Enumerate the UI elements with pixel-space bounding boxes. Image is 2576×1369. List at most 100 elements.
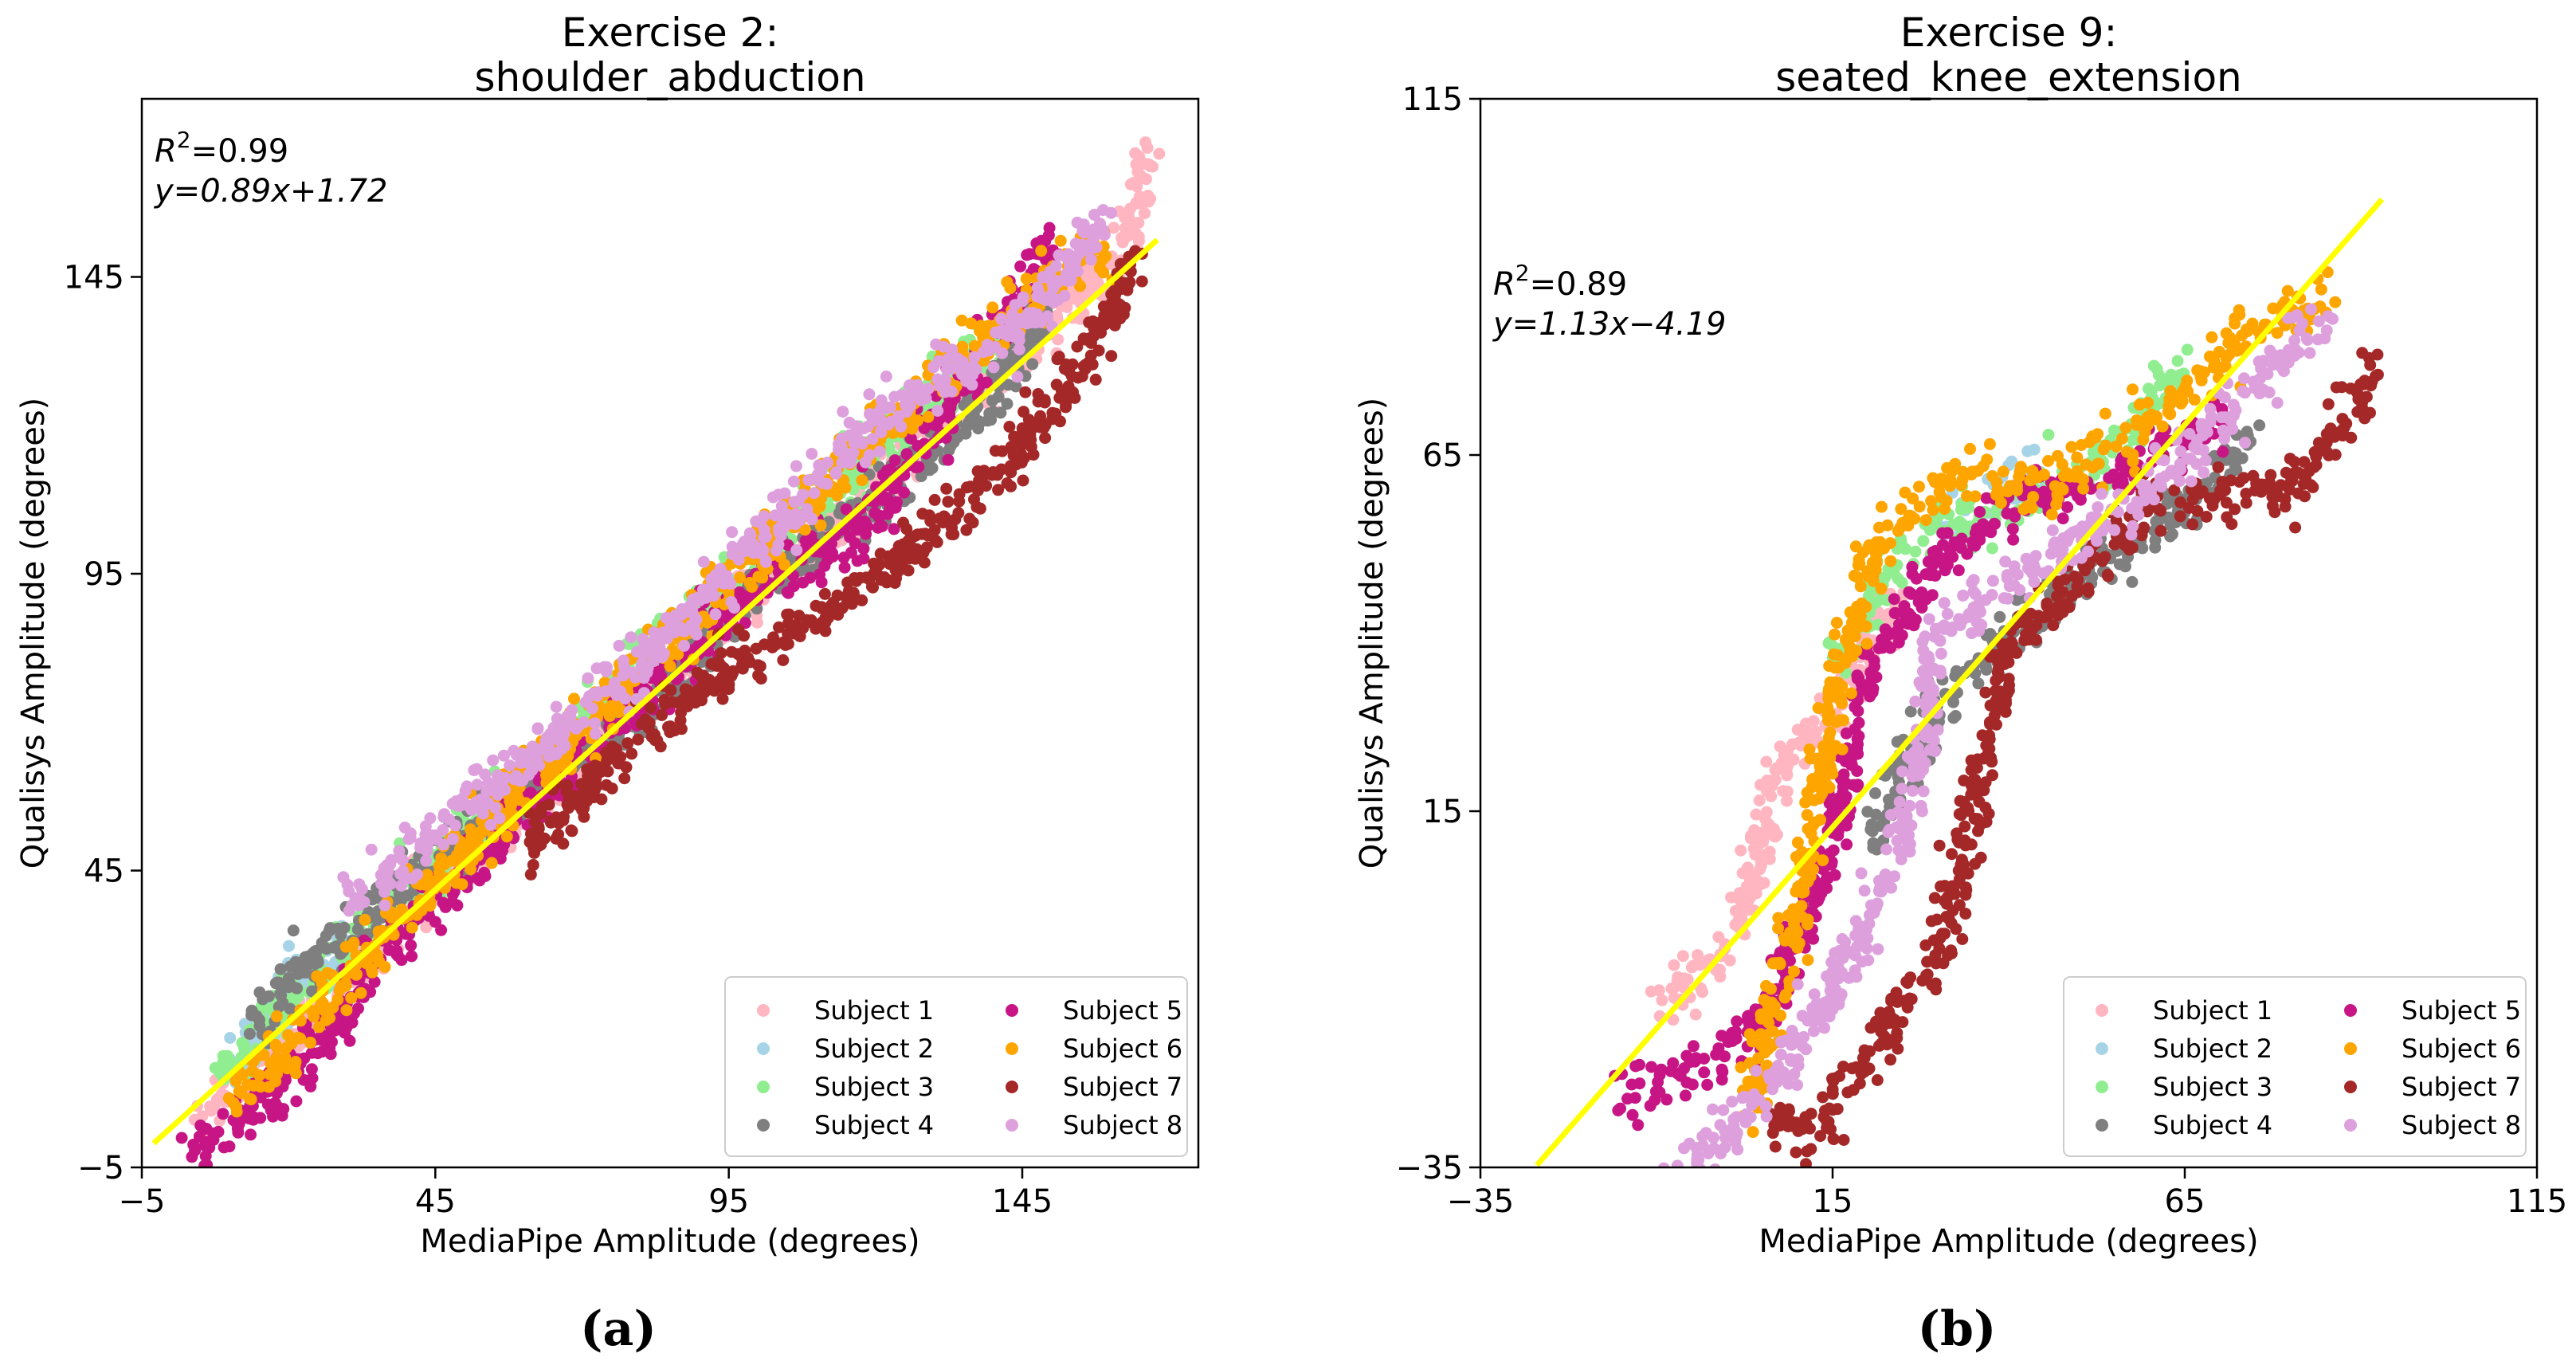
data-point xyxy=(269,1038,282,1051)
legend-marker xyxy=(757,1042,770,1055)
legend-label: Subject 5 xyxy=(1063,995,1182,1026)
data-point xyxy=(706,581,719,593)
data-point xyxy=(863,388,876,401)
data-point xyxy=(931,405,944,417)
data-point xyxy=(945,385,958,398)
data-point xyxy=(1980,663,1993,676)
data-point xyxy=(845,547,857,559)
data-point xyxy=(1729,1026,1742,1038)
data-point xyxy=(526,829,539,841)
data-point xyxy=(625,631,637,644)
data-point xyxy=(1078,226,1091,239)
data-point xyxy=(175,1132,188,1144)
data-point xyxy=(743,590,755,603)
data-point xyxy=(843,416,856,429)
data-point xyxy=(871,568,884,581)
data-point xyxy=(1869,787,1881,799)
chart-subtitle: shoulder_abduction xyxy=(474,54,865,100)
data-point xyxy=(665,684,677,696)
data-point xyxy=(316,936,328,949)
data-point xyxy=(2145,385,2158,398)
data-point xyxy=(207,1133,220,1146)
data-point xyxy=(676,603,688,615)
data-point xyxy=(305,1063,318,1076)
data-point xyxy=(1015,312,1028,325)
data-point xyxy=(1119,301,1131,314)
data-point xyxy=(1011,371,1024,383)
data-point xyxy=(275,989,288,1002)
x-tick-label: −5 xyxy=(119,1183,166,1220)
data-point xyxy=(482,797,495,810)
legend-entry: Subject 7 xyxy=(1006,1072,1182,1102)
data-point xyxy=(1044,265,1057,278)
data-point xyxy=(1891,735,1904,748)
data-point xyxy=(582,770,594,783)
legend-entry: Subject 6 xyxy=(1006,1034,1182,1064)
data-point xyxy=(746,580,759,593)
data-point xyxy=(647,655,660,668)
data-point xyxy=(968,351,981,363)
x-tick-label: 95 xyxy=(708,1183,749,1220)
data-point xyxy=(1735,844,1747,857)
data-point xyxy=(355,883,368,896)
data-point xyxy=(1865,818,1878,831)
data-point xyxy=(398,822,411,834)
data-point xyxy=(1076,370,1088,382)
data-point xyxy=(241,1078,254,1091)
data-point xyxy=(459,845,472,858)
data-point xyxy=(1053,249,1065,261)
data-point xyxy=(338,921,351,934)
data-point xyxy=(856,594,868,606)
data-point xyxy=(395,903,408,916)
data-point xyxy=(1731,1015,1743,1028)
data-point xyxy=(806,512,817,524)
legend-label: Subject 4 xyxy=(814,1110,934,1140)
data-point xyxy=(346,899,358,912)
data-point xyxy=(1692,949,1704,962)
series-7 xyxy=(523,245,1148,881)
data-point xyxy=(2147,359,2160,372)
data-point xyxy=(1904,705,1917,718)
data-point xyxy=(579,696,592,708)
data-point xyxy=(1753,794,1766,806)
data-point xyxy=(918,556,931,569)
data-point xyxy=(606,783,618,794)
data-point xyxy=(940,482,953,495)
data-point xyxy=(1923,524,1936,536)
data-point xyxy=(900,448,913,461)
data-point xyxy=(1678,1062,1691,1075)
data-point xyxy=(709,608,722,621)
data-point xyxy=(335,980,347,992)
data-point xyxy=(1690,1052,1702,1065)
data-point xyxy=(497,749,510,762)
data-point xyxy=(1032,395,1045,408)
data-point xyxy=(485,857,498,869)
y-tick-label: 45 xyxy=(84,853,124,890)
data-point xyxy=(402,833,415,845)
data-point xyxy=(856,474,868,487)
data-point xyxy=(1644,1100,1657,1112)
data-point xyxy=(1069,265,1081,277)
data-point xyxy=(1614,1102,1626,1115)
legend-marker xyxy=(757,1004,770,1017)
legend-marker xyxy=(757,1119,770,1132)
data-point xyxy=(346,1016,359,1029)
data-point xyxy=(2171,355,2184,367)
data-point xyxy=(987,361,1000,374)
data-point xyxy=(450,877,463,889)
data-point xyxy=(548,766,561,778)
data-point xyxy=(1626,1108,1639,1121)
data-point xyxy=(189,1143,202,1155)
data-point xyxy=(987,466,999,478)
data-point xyxy=(339,1026,351,1039)
data-point xyxy=(300,966,312,979)
data-point xyxy=(620,761,633,774)
data-point xyxy=(818,587,831,600)
data-point xyxy=(793,630,806,642)
data-point xyxy=(578,716,590,728)
data-point xyxy=(983,407,996,420)
data-point xyxy=(940,363,953,375)
data-point xyxy=(1037,422,1050,434)
data-point xyxy=(664,660,676,673)
